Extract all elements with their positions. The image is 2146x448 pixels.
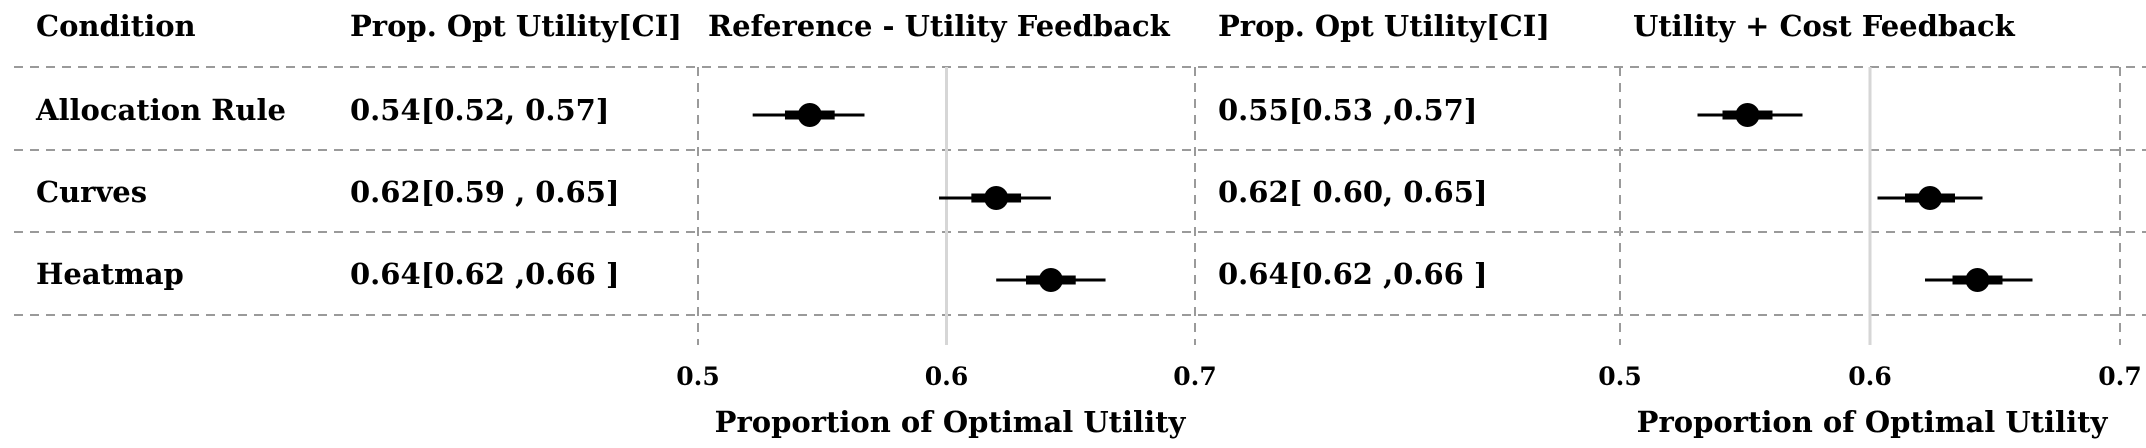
x-tick-label: 0.6 bbox=[925, 362, 969, 391]
header-ci-left: Prop. Opt Utility[CI] bbox=[350, 9, 682, 43]
ci-right-heatmap: 0.64[0.62 ,0.66 ] bbox=[1218, 257, 1488, 291]
x-tick-label: 0.7 bbox=[2098, 362, 2142, 391]
x-tick-label: 0.6 bbox=[1848, 362, 1892, 391]
point-estimate bbox=[1735, 103, 1760, 127]
panel-utility-cost-feedback: 0.5 0.6 0.7 Proportion of Optimal Utility bbox=[1598, 67, 2142, 439]
header-ci-right: Prop. Opt Utility[CI] bbox=[1218, 9, 1550, 43]
point-estimate bbox=[1965, 268, 1990, 292]
header-condition: Condition bbox=[36, 9, 196, 43]
x-tick-label: 0.5 bbox=[676, 362, 720, 391]
point-estimate bbox=[1038, 268, 1063, 292]
point-estimate bbox=[797, 103, 822, 127]
point-estimate bbox=[1918, 186, 1942, 210]
row-label-curves: Curves bbox=[36, 175, 147, 209]
header-panel-right: Utility + Cost Feedback bbox=[1633, 9, 2016, 43]
ci-right-curves: 0.62[ 0.60, 0.65] bbox=[1218, 175, 1488, 209]
x-tick-label: 0.5 bbox=[1598, 362, 1642, 391]
x-tick-label: 0.7 bbox=[1173, 362, 1217, 391]
panel-utility-feedback: 0.5 0.6 0.7 Proportion of Optimal Utility bbox=[676, 67, 1217, 439]
row-label-heatmap: Heatmap bbox=[36, 257, 184, 291]
x-axis-label: Proportion of Optimal Utility bbox=[715, 405, 1187, 439]
ci-left-heatmap: 0.64[0.62 ,0.66 ] bbox=[350, 257, 620, 291]
ci-left-allocation-rule: 0.54[0.52, 0.57] bbox=[350, 93, 610, 127]
point-estimate bbox=[984, 186, 1009, 210]
row-label-allocation-rule: Allocation Rule bbox=[35, 93, 286, 127]
header-panel-left: Reference - Utility Feedback bbox=[708, 9, 1171, 43]
ci-right-allocation-rule: 0.55[0.53 ,0.57] bbox=[1218, 93, 1478, 127]
ci-left-curves: 0.62[0.59 , 0.65] bbox=[350, 175, 620, 209]
x-axis-label: Proportion of Optimal Utility bbox=[1637, 405, 2109, 439]
